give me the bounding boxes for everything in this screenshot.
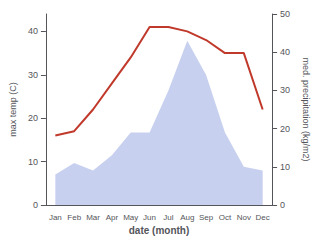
svg-text:0: 0 [33,200,38,210]
svg-text:Dec: Dec [256,213,270,222]
svg-text:max temp (C): max temp (C) [8,82,18,137]
svg-text:Oct: Oct [219,213,232,222]
svg-text:Mar: Mar [86,213,100,222]
svg-text:Jul: Jul [163,213,173,222]
svg-text:10: 10 [280,162,290,172]
svg-text:Feb: Feb [67,213,81,222]
svg-text:30: 30 [280,85,290,95]
svg-text:10: 10 [28,157,38,167]
svg-text:0: 0 [280,200,285,210]
svg-text:date (month): date (month) [129,225,190,236]
svg-text:Sep: Sep [199,213,214,222]
svg-text:20: 20 [28,113,38,123]
svg-text:Nov: Nov [237,213,251,222]
svg-text:30: 30 [28,70,38,80]
svg-text:Aug: Aug [180,213,194,222]
svg-text:20: 20 [280,124,290,134]
svg-text:40: 40 [28,26,38,36]
svg-text:40: 40 [280,47,290,57]
svg-text:Jun: Jun [143,213,156,222]
svg-text:Apr: Apr [106,213,119,222]
svg-text:Jan: Jan [49,213,62,222]
svg-text:med. precipitation (kg/m2): med. precipitation (kg/m2) [301,57,311,161]
svg-text:May: May [123,213,138,222]
svg-text:50: 50 [280,9,290,19]
